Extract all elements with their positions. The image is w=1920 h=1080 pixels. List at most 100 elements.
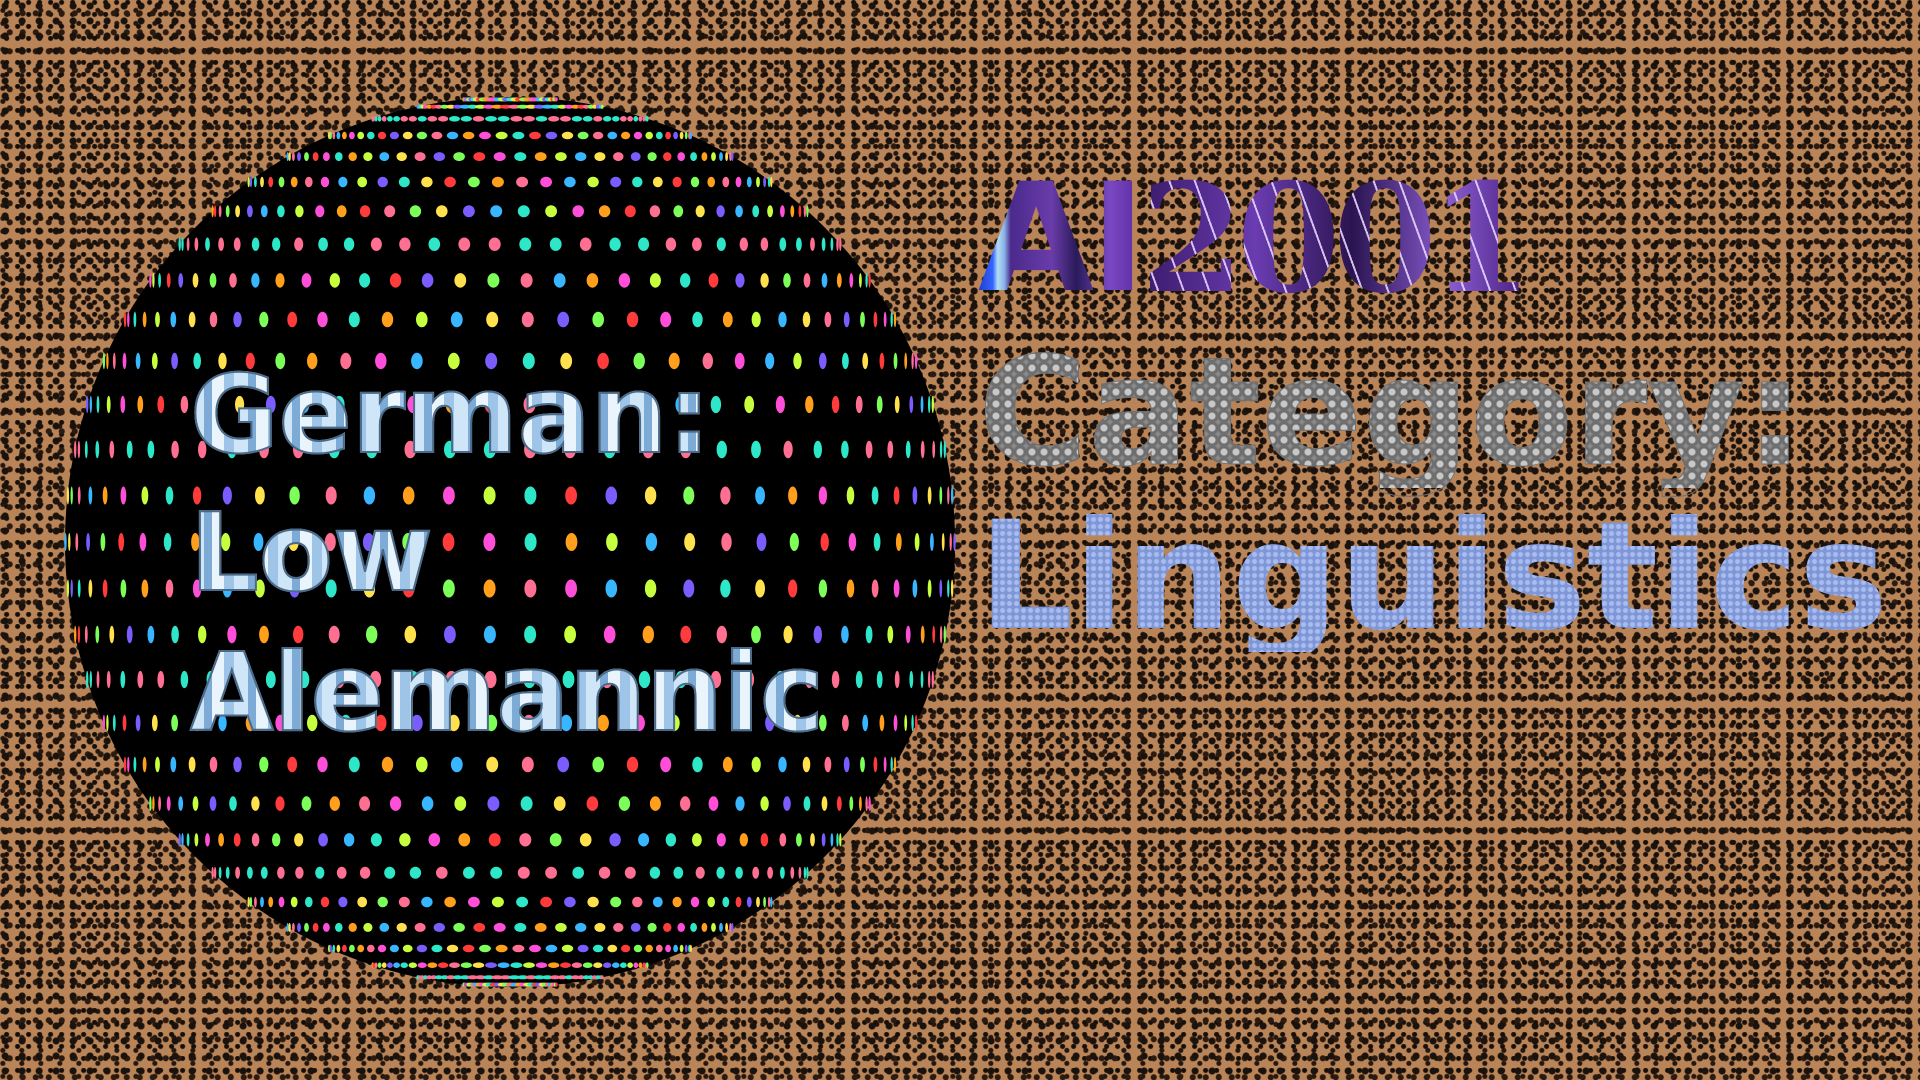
disco-dot bbox=[247, 896, 250, 908]
disco-dot bbox=[109, 440, 115, 459]
disco-dot bbox=[586, 273, 599, 288]
disco-dot bbox=[716, 833, 726, 847]
disco-dot bbox=[323, 922, 330, 932]
disco-dot bbox=[431, 131, 443, 140]
disco-dot bbox=[84, 625, 88, 644]
disco-dot bbox=[798, 866, 802, 879]
disco-dot bbox=[555, 922, 567, 932]
disco-dot bbox=[122, 714, 127, 732]
disco-dot bbox=[756, 533, 767, 551]
disco-dot bbox=[564, 176, 576, 188]
disco-dot bbox=[843, 756, 850, 773]
disco-dot bbox=[607, 131, 618, 140]
disco-dot bbox=[582, 962, 593, 968]
disco-dot bbox=[535, 962, 548, 968]
disco-dot bbox=[836, 273, 842, 288]
disco-dot bbox=[348, 756, 360, 773]
disco-dot bbox=[421, 896, 433, 908]
disco-dot bbox=[943, 625, 946, 644]
disco-dot bbox=[692, 756, 703, 773]
disco-dot bbox=[905, 440, 911, 459]
disco-dot bbox=[416, 311, 428, 328]
disco-dot bbox=[831, 670, 840, 689]
disco-dot bbox=[166, 273, 171, 288]
disco-dot bbox=[305, 176, 313, 188]
disco-dot bbox=[545, 205, 557, 218]
disco-dot bbox=[454, 796, 467, 811]
disco-dot bbox=[557, 311, 570, 328]
disco-dot bbox=[443, 579, 455, 598]
disco-dot bbox=[613, 152, 624, 162]
disco-dot bbox=[592, 104, 597, 109]
disco-dot bbox=[416, 131, 428, 140]
disco-dot bbox=[433, 152, 445, 162]
disco-dot bbox=[592, 311, 604, 328]
disco-dot bbox=[508, 104, 521, 109]
disco-dot bbox=[233, 311, 242, 328]
disco-dot bbox=[763, 896, 766, 908]
disco-dot bbox=[370, 833, 382, 847]
disco-dot bbox=[474, 975, 487, 980]
disco-dot bbox=[672, 176, 682, 188]
disco-dot bbox=[540, 176, 552, 188]
disco-dot bbox=[443, 486, 455, 505]
disco-dot bbox=[716, 625, 727, 644]
disco-dot bbox=[790, 205, 795, 218]
disco-dot bbox=[96, 670, 100, 689]
disco-dot bbox=[431, 944, 443, 953]
disco-dot bbox=[593, 962, 603, 968]
disco-dot bbox=[66, 486, 70, 505]
disco-dot bbox=[692, 311, 703, 328]
disco-dot bbox=[70, 579, 73, 598]
disco-dot bbox=[384, 205, 396, 218]
disco-dot bbox=[708, 273, 719, 288]
disco-dot bbox=[460, 962, 472, 968]
disco-dot bbox=[571, 962, 583, 968]
disco-dot bbox=[734, 352, 745, 370]
disco-dot bbox=[495, 131, 508, 140]
disco-dot bbox=[89, 395, 92, 414]
disco-dot bbox=[760, 833, 769, 847]
disco-dot bbox=[487, 796, 500, 811]
disco-dot bbox=[430, 104, 438, 109]
disco-dot bbox=[609, 833, 621, 847]
disco-dot bbox=[171, 440, 179, 459]
disco-dot bbox=[359, 273, 371, 288]
disco-dot bbox=[430, 975, 438, 980]
disco-dot bbox=[932, 440, 936, 459]
disco-dot bbox=[426, 104, 433, 109]
ball-title-line-2: Low bbox=[189, 491, 434, 616]
disco-dot bbox=[941, 533, 945, 551]
disco-dot bbox=[914, 714, 918, 732]
disco-dot bbox=[821, 833, 826, 847]
disco-dot bbox=[268, 176, 274, 188]
disco-dot bbox=[592, 975, 597, 980]
disco-dot bbox=[603, 116, 612, 122]
disco-dot bbox=[166, 796, 171, 811]
disco-dot bbox=[357, 944, 365, 953]
disco-dot bbox=[437, 962, 449, 968]
disco-dot bbox=[731, 922, 734, 932]
disco-dot bbox=[287, 756, 298, 773]
disco-dot bbox=[301, 273, 312, 288]
disco-dot bbox=[555, 97, 558, 102]
disco-dot bbox=[211, 205, 214, 218]
disco-dot bbox=[377, 896, 388, 908]
disco-dot bbox=[818, 579, 828, 598]
disco-dot bbox=[624, 205, 636, 218]
disco-dot bbox=[158, 273, 161, 288]
disco-dot bbox=[218, 866, 222, 879]
disco-dot bbox=[181, 237, 184, 251]
disco-dot bbox=[332, 131, 336, 140]
disco-dot bbox=[810, 237, 815, 251]
disco-dot bbox=[831, 395, 840, 414]
disco-dot bbox=[278, 896, 285, 908]
disco-dot bbox=[516, 896, 529, 908]
disco-dot bbox=[939, 625, 943, 644]
disco-dot bbox=[349, 944, 355, 953]
disco-dot bbox=[783, 273, 791, 288]
disco-dot bbox=[186, 237, 190, 251]
disco-dot bbox=[731, 152, 734, 162]
disco-dot bbox=[416, 944, 428, 953]
disco-dot bbox=[102, 486, 108, 505]
